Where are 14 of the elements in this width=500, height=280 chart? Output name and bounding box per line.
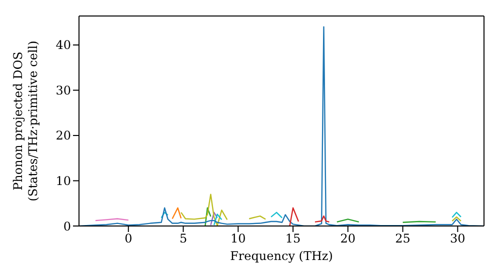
y-axis-title: Phonon projected DOS (States/THz·primitive cell) xyxy=(11,40,40,202)
x-tick-label: 5 xyxy=(179,232,188,246)
x-tick-label: 25 xyxy=(395,232,410,246)
y-tick-label: 40 xyxy=(56,38,71,52)
y-tick-label: 0 xyxy=(63,219,71,234)
x-tick-label: 30 xyxy=(450,232,466,246)
y-tick-label: 10 xyxy=(56,174,71,188)
x-tick-label: 10 xyxy=(230,232,246,246)
x-tick-label: 20 xyxy=(340,232,356,246)
x-axis-title: Frequency (THz) xyxy=(230,249,333,263)
x-tick-label: 0 xyxy=(124,232,132,246)
y-tick-label: 30 xyxy=(56,83,71,98)
x-tick-label: 15 xyxy=(285,232,301,246)
y-tick-label: 20 xyxy=(56,128,71,143)
